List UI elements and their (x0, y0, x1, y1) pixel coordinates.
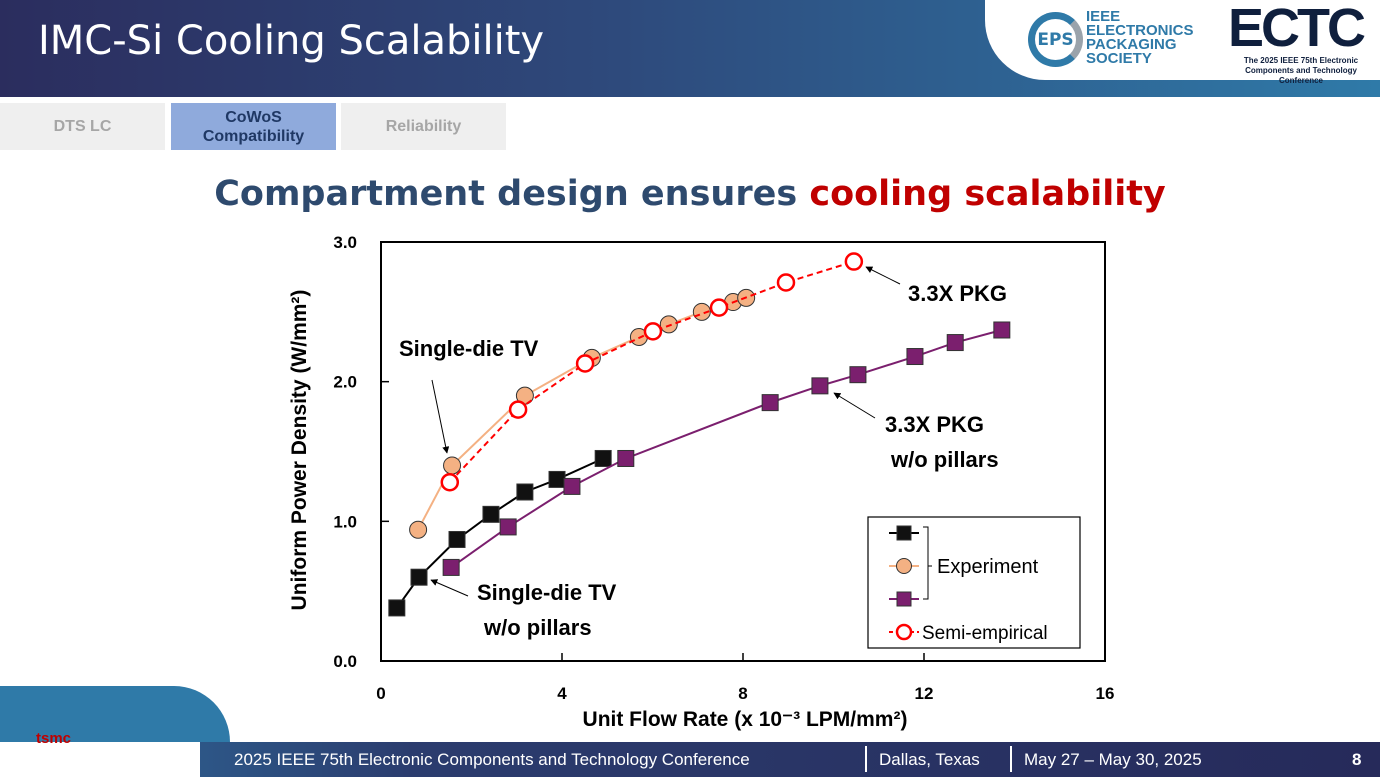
tab-reliability[interactable]: Reliability (341, 103, 506, 150)
x-tick-label: 12 (915, 684, 934, 703)
y-tick-label: 3.0 (333, 233, 357, 252)
data-point (410, 568, 428, 586)
footer-separator (865, 746, 867, 772)
annotation-single-die-no-pillars-2: w/o pillars (483, 615, 592, 640)
y-tick-label: 2.0 (333, 373, 357, 392)
legend-experiment: Experiment (937, 556, 1039, 578)
data-point (388, 599, 406, 617)
annotation-arrow (431, 379, 450, 454)
data-point (617, 449, 635, 467)
legend: Experiment Semi-empirical (867, 516, 1081, 649)
tab-dts-lc[interactable]: DTS LC (0, 103, 165, 150)
data-point (844, 252, 864, 271)
x-tick-label: 0 (376, 684, 385, 703)
annotation-3x-pkg-no-pillars-1: 3.3X PKG (885, 412, 984, 437)
eps-line: SOCIETY (1086, 50, 1152, 67)
data-point (709, 298, 729, 317)
footer-bar (0, 742, 1380, 777)
data-point (776, 273, 796, 292)
eps-logo: EPS (1028, 12, 1083, 67)
footer-dates: May 27 – May 30, 2025 (1024, 750, 1202, 769)
ectc-logo: ECTC (1228, 0, 1366, 58)
annotation-arrow (430, 579, 469, 597)
series-single_die_no_pillars (388, 449, 612, 617)
x-tick-label: 4 (557, 684, 567, 703)
data-point (499, 518, 517, 536)
data-point (946, 334, 964, 352)
annotation-arrow (833, 392, 876, 419)
annotation-arrow (865, 266, 901, 285)
headline-highlight: cooling scalability (809, 174, 1166, 214)
slide-title: IMC-Si Cooling Scalability (38, 18, 545, 64)
annotation-3x-pkg: 3.3X PKG (908, 281, 1007, 306)
data-point (448, 530, 466, 548)
series-single_die (409, 288, 756, 539)
headline: Compartment design ensures cooling scala… (0, 174, 1380, 214)
data-point (849, 366, 867, 384)
data-point (563, 477, 581, 495)
y-axis-label: Uniform Power Density (W/mm²) (288, 290, 311, 611)
data-point (906, 348, 924, 366)
annotation-3x-pkg-no-pillars-2: w/o pillars (890, 447, 999, 472)
footer-conference: 2025 IEEE 75th Electronic Components and… (234, 750, 750, 769)
series-line (417, 296, 747, 531)
x-axis-label: Unit Flow Rate (x 10⁻³ LPM/mm²) (583, 708, 908, 731)
data-point (482, 505, 500, 523)
data-point (442, 558, 460, 576)
footer-wave (0, 686, 230, 742)
data-point (659, 315, 678, 334)
data-point (516, 483, 534, 501)
data-point (440, 472, 460, 492)
eps-line: IEEE (1086, 8, 1121, 25)
ectc-logo-subtitle: The 2025 IEEE 75th Electronic Components… (1243, 56, 1359, 85)
annotation-single-die: Single-die TV (399, 336, 539, 361)
headline-text: Compartment design ensures (214, 174, 810, 214)
data-point (643, 322, 663, 341)
data-point (508, 400, 528, 419)
data-point (761, 394, 779, 412)
page-number: 8 (1352, 750, 1362, 769)
legend-semi-empirical: Semi-empirical (922, 623, 1048, 644)
series-pkg_no_pillars (442, 321, 1011, 576)
data-point (575, 354, 595, 373)
series-semi_empirical (440, 252, 864, 492)
x-tick-label: 8 (738, 684, 747, 703)
footer-location: Dallas, Texas (879, 750, 980, 769)
eps-line: PACKAGING (1086, 36, 1177, 53)
footer-logo-area (0, 742, 200, 777)
tsmc-logo: tsmc (36, 730, 72, 747)
annotation-single-die-no-pillars-1: Single-die TV (477, 580, 617, 605)
data-point (811, 377, 829, 395)
data-point (993, 321, 1011, 339)
y-tick-label: 1.0 (333, 512, 357, 531)
data-point (409, 520, 428, 539)
x-tick-label: 16 (1096, 684, 1115, 703)
data-point (548, 470, 566, 488)
tab-cowos-compatibility[interactable]: CoWoS Compatibility (171, 103, 336, 150)
footer-separator (1010, 746, 1012, 772)
data-point (594, 449, 612, 467)
eps-logo-mark: EPS (1037, 29, 1074, 50)
eps-line: ELECTRONICS (1086, 22, 1194, 39)
series-line (450, 329, 1003, 569)
eps-logo-text: IEEE ELECTRONICS PACKAGING SOCIETY (1086, 8, 1194, 67)
data-point (443, 456, 462, 475)
y-tick-label: 0.0 (333, 652, 357, 671)
